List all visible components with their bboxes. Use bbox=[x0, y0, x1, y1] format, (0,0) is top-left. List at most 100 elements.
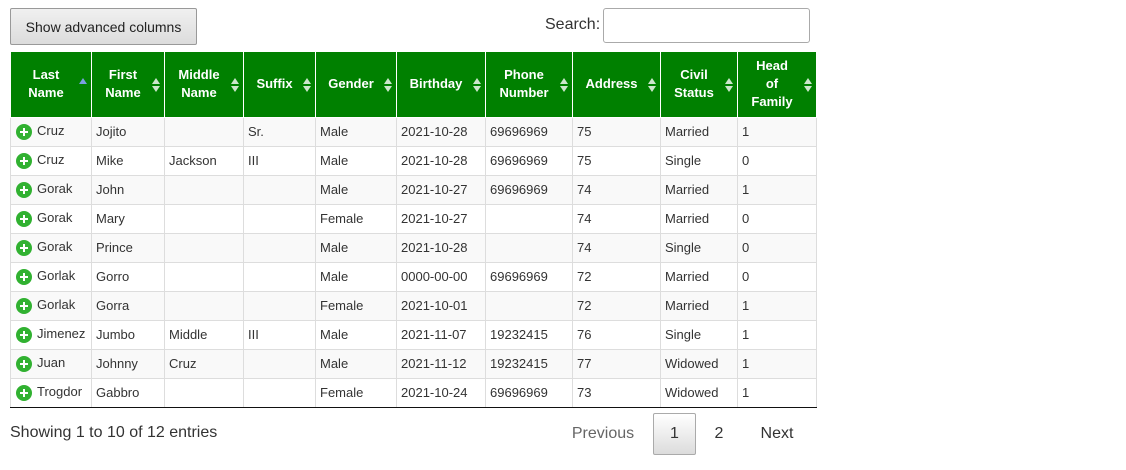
column-header[interactable]: Suffix bbox=[243, 52, 316, 118]
cell-text: Married bbox=[665, 269, 710, 284]
column-header[interactable]: Gender bbox=[315, 52, 397, 118]
expand-icon[interactable] bbox=[16, 123, 32, 140]
cell-text: Gorlak bbox=[37, 297, 76, 313]
expand-icon[interactable] bbox=[16, 181, 32, 198]
table-cell: Single bbox=[660, 145, 738, 176]
cell-text: 1 bbox=[742, 327, 750, 342]
table-cell: Single bbox=[660, 232, 738, 263]
sort-icon bbox=[384, 78, 392, 92]
cell-text: Jimenez bbox=[37, 326, 86, 342]
table-cell: 69696969 bbox=[485, 377, 573, 408]
table-cell: 77 bbox=[572, 348, 661, 379]
expand-icon[interactable] bbox=[16, 355, 32, 372]
column-header[interactable]: Birthday bbox=[396, 52, 486, 118]
cell-text: III bbox=[248, 153, 259, 168]
cell-text: 2021-10-27 bbox=[401, 211, 468, 226]
cell-text: Female bbox=[320, 298, 364, 313]
sort-icon bbox=[560, 78, 568, 92]
expand-icon[interactable] bbox=[16, 268, 32, 285]
column-header[interactable]: Civil Status bbox=[660, 52, 738, 118]
expand-icon[interactable] bbox=[16, 326, 32, 343]
table-cell: Trogdor bbox=[10, 377, 92, 408]
table-cell bbox=[243, 232, 316, 263]
cell-text: Sr. bbox=[248, 124, 264, 139]
column-header[interactable]: Head of Family bbox=[737, 52, 817, 118]
cell-text: 19232415 bbox=[490, 327, 548, 342]
table-cell bbox=[164, 203, 244, 234]
cell-text: Gorro bbox=[96, 269, 130, 284]
column-header[interactable]: Address bbox=[572, 52, 661, 118]
cell-text: 72 bbox=[577, 298, 592, 313]
table-cell: 1 bbox=[737, 348, 817, 379]
cell-text: 72 bbox=[577, 269, 592, 284]
table-cell: Gorra bbox=[91, 290, 165, 321]
table-cell: 19232415 bbox=[485, 319, 573, 350]
header-text: Suffix bbox=[256, 76, 293, 92]
cell-text: 0000-00-00 bbox=[401, 269, 468, 284]
table-cell: Sr. bbox=[243, 116, 316, 147]
column-header[interactable]: Phone Number bbox=[485, 52, 573, 118]
sort-icon bbox=[648, 78, 656, 92]
cell-text: Gorlak bbox=[37, 268, 76, 284]
cell-text: 2021-10-28 bbox=[401, 153, 468, 168]
table-cell: Gorro bbox=[91, 261, 165, 292]
cell-text: 2021-10-28 bbox=[401, 124, 468, 139]
table-cell: Single bbox=[660, 319, 738, 350]
table-cell: 1 bbox=[737, 116, 817, 147]
table-cell bbox=[485, 232, 573, 263]
advanced-columns-button[interactable]: Show advanced columns bbox=[10, 8, 197, 45]
table-cell: 2021-11-07 bbox=[396, 319, 486, 350]
table-cell: Jumbo bbox=[91, 319, 165, 350]
expand-icon[interactable] bbox=[16, 152, 32, 169]
table-cell: Widowed bbox=[660, 377, 738, 408]
page-button[interactable]: Previous bbox=[571, 425, 635, 442]
column-header[interactable]: Middle Name bbox=[164, 52, 244, 118]
cell-text: 2021-11-07 bbox=[401, 327, 467, 342]
page-button[interactable]: 2 bbox=[714, 425, 724, 442]
table-cell: III bbox=[243, 319, 316, 350]
cell-text: Male bbox=[320, 182, 349, 197]
cell-text: 74 bbox=[577, 182, 592, 197]
header-text: Gender bbox=[328, 76, 374, 92]
table-cell: 1 bbox=[737, 377, 817, 408]
table-cell bbox=[485, 203, 573, 234]
table-cell: 0 bbox=[737, 203, 817, 234]
page-button[interactable]: Next bbox=[760, 425, 794, 442]
cell-text: Cruz bbox=[169, 356, 197, 371]
page-button[interactable]: 1 bbox=[653, 413, 696, 455]
search-input[interactable] bbox=[603, 8, 810, 43]
header-text: Last Name bbox=[28, 67, 64, 101]
table-row: Cruz Mike Jackson III Male 2021-10-28 69696969… bbox=[10, 145, 817, 176]
column-header[interactable]: Last Name bbox=[10, 52, 92, 118]
expand-icon[interactable] bbox=[16, 210, 32, 227]
expand-icon[interactable] bbox=[16, 384, 32, 401]
cell-text: 1 bbox=[742, 298, 750, 313]
expand-icon[interactable] bbox=[16, 239, 32, 256]
cell-text: 2021-10-01 bbox=[401, 298, 468, 313]
table-cell: Female bbox=[315, 377, 397, 408]
column-header[interactable]: First Name bbox=[91, 52, 165, 118]
sort-icon bbox=[79, 78, 87, 84]
table-cell: Juan bbox=[10, 348, 92, 379]
cell-text: Widowed bbox=[665, 356, 719, 371]
cell-text: Single bbox=[665, 240, 702, 255]
table-cell bbox=[164, 232, 244, 263]
table-cell: 75 bbox=[572, 116, 661, 147]
cell-text: Cruz bbox=[37, 123, 65, 139]
cell-text: 19232415 bbox=[490, 356, 548, 371]
cell-text: 74 bbox=[577, 211, 592, 226]
expand-icon[interactable] bbox=[16, 297, 32, 314]
table-cell bbox=[164, 174, 244, 205]
table-cell: Jackson bbox=[164, 145, 244, 176]
table-cell: 2021-10-27 bbox=[396, 174, 486, 205]
table-cell: 2021-10-28 bbox=[396, 116, 486, 147]
table-cell: Male bbox=[315, 145, 397, 176]
cell-text: Gorak bbox=[37, 181, 73, 197]
cell-text: Mike bbox=[96, 153, 124, 168]
cell-text: Prince bbox=[96, 240, 133, 255]
cell-text: 1 bbox=[742, 385, 750, 400]
table-row: Jimenez Jumbo Middle III Male 2021-11-07 19232… bbox=[10, 319, 817, 350]
table-cell: 0 bbox=[737, 232, 817, 263]
table-cell bbox=[243, 348, 316, 379]
